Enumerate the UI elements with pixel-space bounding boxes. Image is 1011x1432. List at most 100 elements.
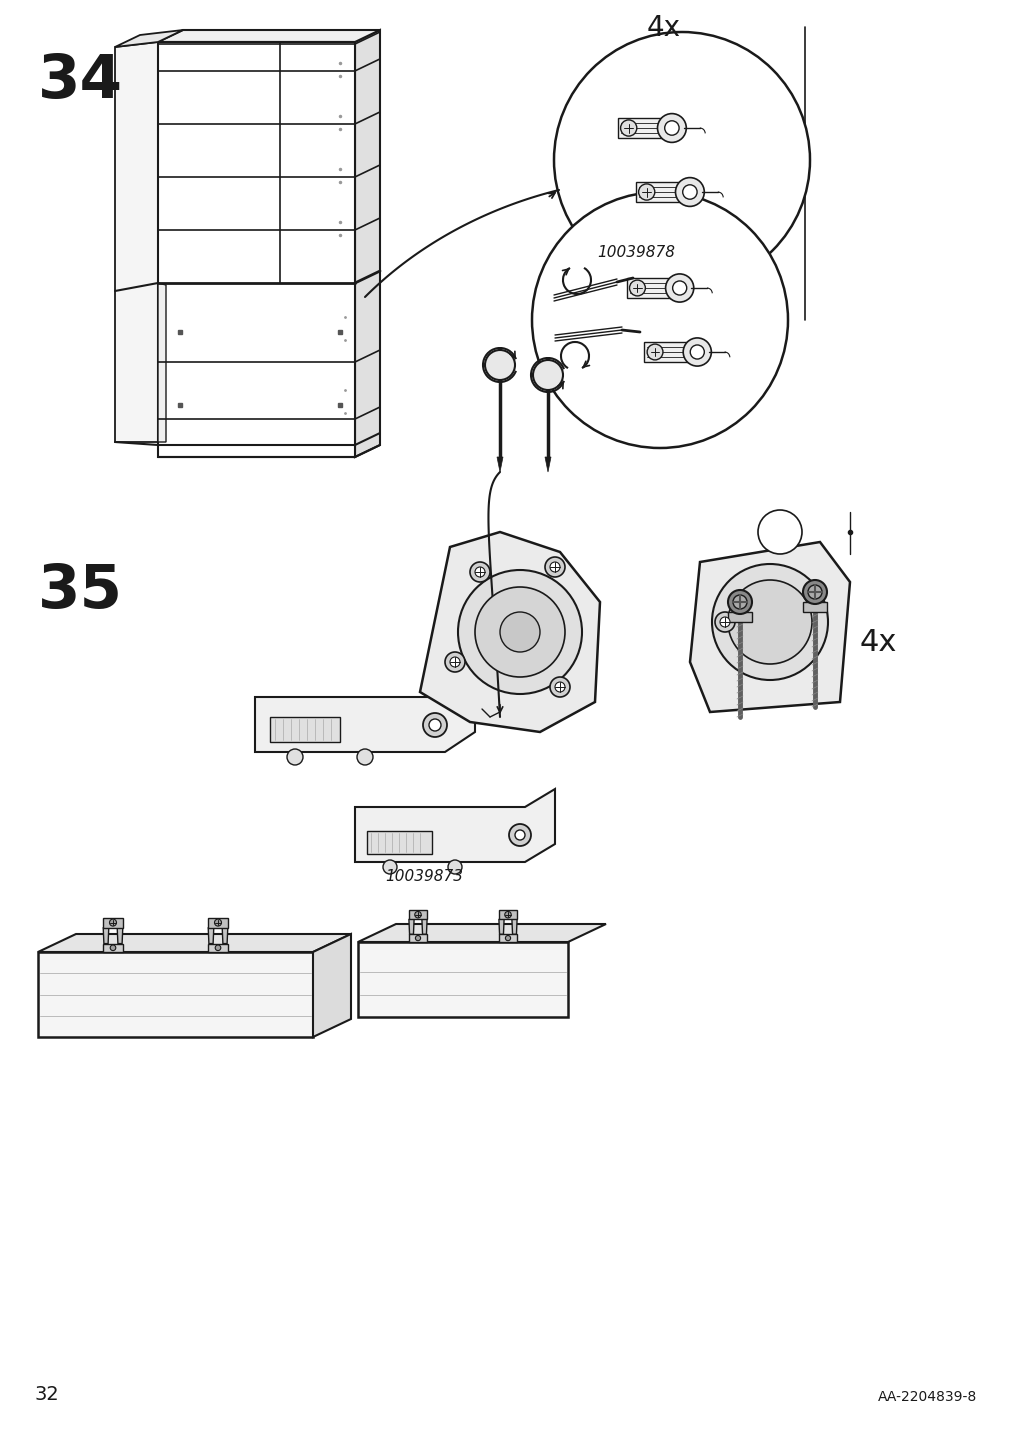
Circle shape <box>448 861 462 874</box>
Bar <box>367 831 432 853</box>
Circle shape <box>110 945 115 951</box>
Bar <box>802 601 826 611</box>
Polygon shape <box>498 919 503 934</box>
Circle shape <box>712 564 827 680</box>
Polygon shape <box>158 42 355 457</box>
Circle shape <box>757 510 801 554</box>
Circle shape <box>504 935 511 941</box>
Circle shape <box>287 749 302 765</box>
Circle shape <box>469 561 489 581</box>
Bar <box>103 944 122 952</box>
Text: 32: 32 <box>35 1385 60 1403</box>
Bar <box>208 918 227 928</box>
Text: 35: 35 <box>38 561 123 621</box>
Circle shape <box>474 587 564 677</box>
Circle shape <box>415 911 421 918</box>
Bar <box>408 911 427 919</box>
Bar <box>727 611 751 621</box>
Circle shape <box>553 32 809 288</box>
Circle shape <box>629 281 645 296</box>
Circle shape <box>620 120 636 136</box>
Polygon shape <box>358 942 567 1017</box>
Circle shape <box>484 349 515 379</box>
Circle shape <box>646 344 662 359</box>
Circle shape <box>445 652 464 672</box>
Circle shape <box>549 677 569 697</box>
Circle shape <box>458 570 581 695</box>
Text: 34: 34 <box>38 52 123 112</box>
Circle shape <box>509 823 531 846</box>
Polygon shape <box>158 30 379 42</box>
Bar <box>498 911 517 919</box>
Circle shape <box>415 935 421 941</box>
Circle shape <box>109 919 116 927</box>
Circle shape <box>423 713 447 737</box>
Polygon shape <box>158 30 183 442</box>
Circle shape <box>474 567 484 577</box>
Circle shape <box>665 274 694 302</box>
Text: 4x: 4x <box>646 14 680 42</box>
Circle shape <box>674 178 704 206</box>
Circle shape <box>672 281 686 295</box>
Bar <box>618 117 675 137</box>
Polygon shape <box>312 934 351 1037</box>
Text: 4x: 4x <box>859 627 897 656</box>
Circle shape <box>504 911 511 918</box>
Polygon shape <box>408 919 413 934</box>
Polygon shape <box>38 934 351 952</box>
Circle shape <box>545 557 564 577</box>
Circle shape <box>690 345 704 359</box>
Circle shape <box>554 682 564 692</box>
Text: 10039873: 10039873 <box>384 869 463 884</box>
Circle shape <box>727 580 811 664</box>
Polygon shape <box>115 42 158 442</box>
Circle shape <box>214 919 221 927</box>
Circle shape <box>682 338 711 367</box>
Circle shape <box>727 590 751 614</box>
Circle shape <box>682 185 697 199</box>
Bar <box>644 342 701 362</box>
Polygon shape <box>420 533 600 732</box>
Circle shape <box>802 580 826 604</box>
Circle shape <box>657 113 685 142</box>
Polygon shape <box>208 928 213 944</box>
Polygon shape <box>255 677 474 752</box>
Polygon shape <box>355 789 554 862</box>
Bar <box>408 934 427 942</box>
Bar <box>270 717 340 742</box>
Bar <box>208 944 227 952</box>
Polygon shape <box>158 284 166 442</box>
Circle shape <box>664 120 678 135</box>
Polygon shape <box>117 928 122 944</box>
Circle shape <box>515 831 525 841</box>
Polygon shape <box>422 919 427 934</box>
Circle shape <box>715 611 734 632</box>
Polygon shape <box>358 924 606 942</box>
Text: AA-2204839-8: AA-2204839-8 <box>877 1390 976 1403</box>
Circle shape <box>357 749 373 765</box>
Bar <box>103 918 122 928</box>
Circle shape <box>549 561 559 571</box>
Circle shape <box>732 596 746 609</box>
Polygon shape <box>690 541 849 712</box>
Bar <box>626 278 683 298</box>
Polygon shape <box>222 928 227 944</box>
Circle shape <box>719 617 729 627</box>
Polygon shape <box>545 457 550 473</box>
Polygon shape <box>103 928 109 944</box>
Circle shape <box>215 945 220 951</box>
Circle shape <box>499 611 540 652</box>
Circle shape <box>807 586 821 599</box>
Text: 10039878: 10039878 <box>596 245 674 261</box>
Circle shape <box>450 657 460 667</box>
Polygon shape <box>115 30 183 47</box>
Circle shape <box>533 359 562 390</box>
Bar <box>635 182 694 202</box>
Bar <box>498 934 517 942</box>
Circle shape <box>429 719 441 730</box>
Circle shape <box>532 192 788 448</box>
Polygon shape <box>355 30 379 457</box>
Polygon shape <box>38 952 312 1037</box>
Polygon shape <box>496 457 502 473</box>
Circle shape <box>638 183 654 200</box>
